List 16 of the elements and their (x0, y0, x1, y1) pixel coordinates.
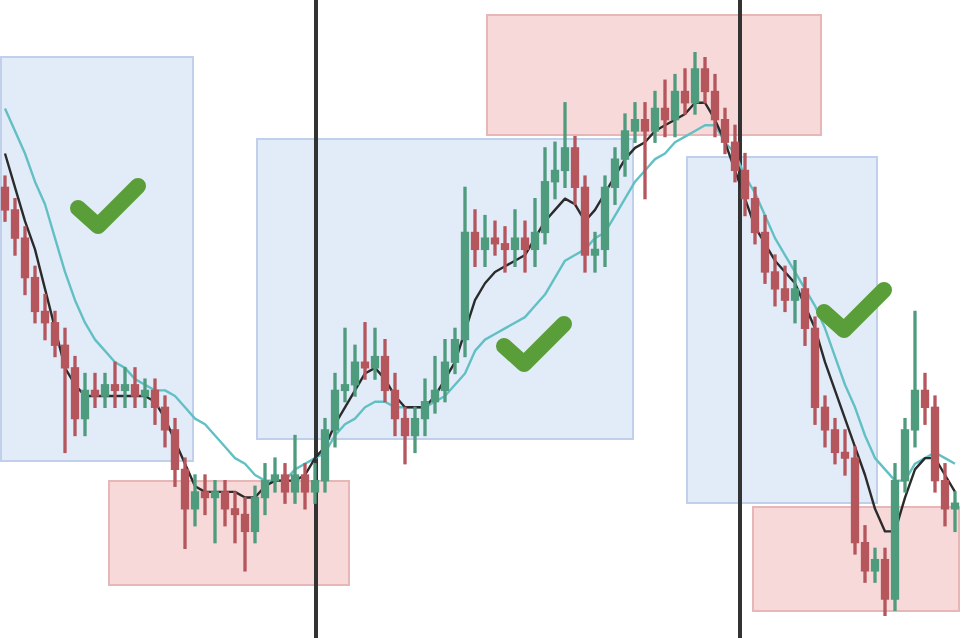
candlestick (370, 327, 380, 380)
candlestick (210, 479, 220, 544)
candlestick (510, 209, 520, 267)
candlestick (640, 102, 650, 200)
candlestick (950, 491, 960, 533)
candlestick (140, 378, 150, 408)
candlestick (90, 372, 100, 408)
candlestick (360, 322, 370, 380)
candlestick (120, 367, 130, 408)
candlestick (790, 260, 800, 324)
candlestick (660, 79, 670, 138)
candlestick (200, 474, 210, 516)
candlestick (680, 68, 690, 115)
candlestick (480, 214, 490, 267)
candlestick (110, 361, 120, 408)
candlestick (520, 220, 530, 273)
